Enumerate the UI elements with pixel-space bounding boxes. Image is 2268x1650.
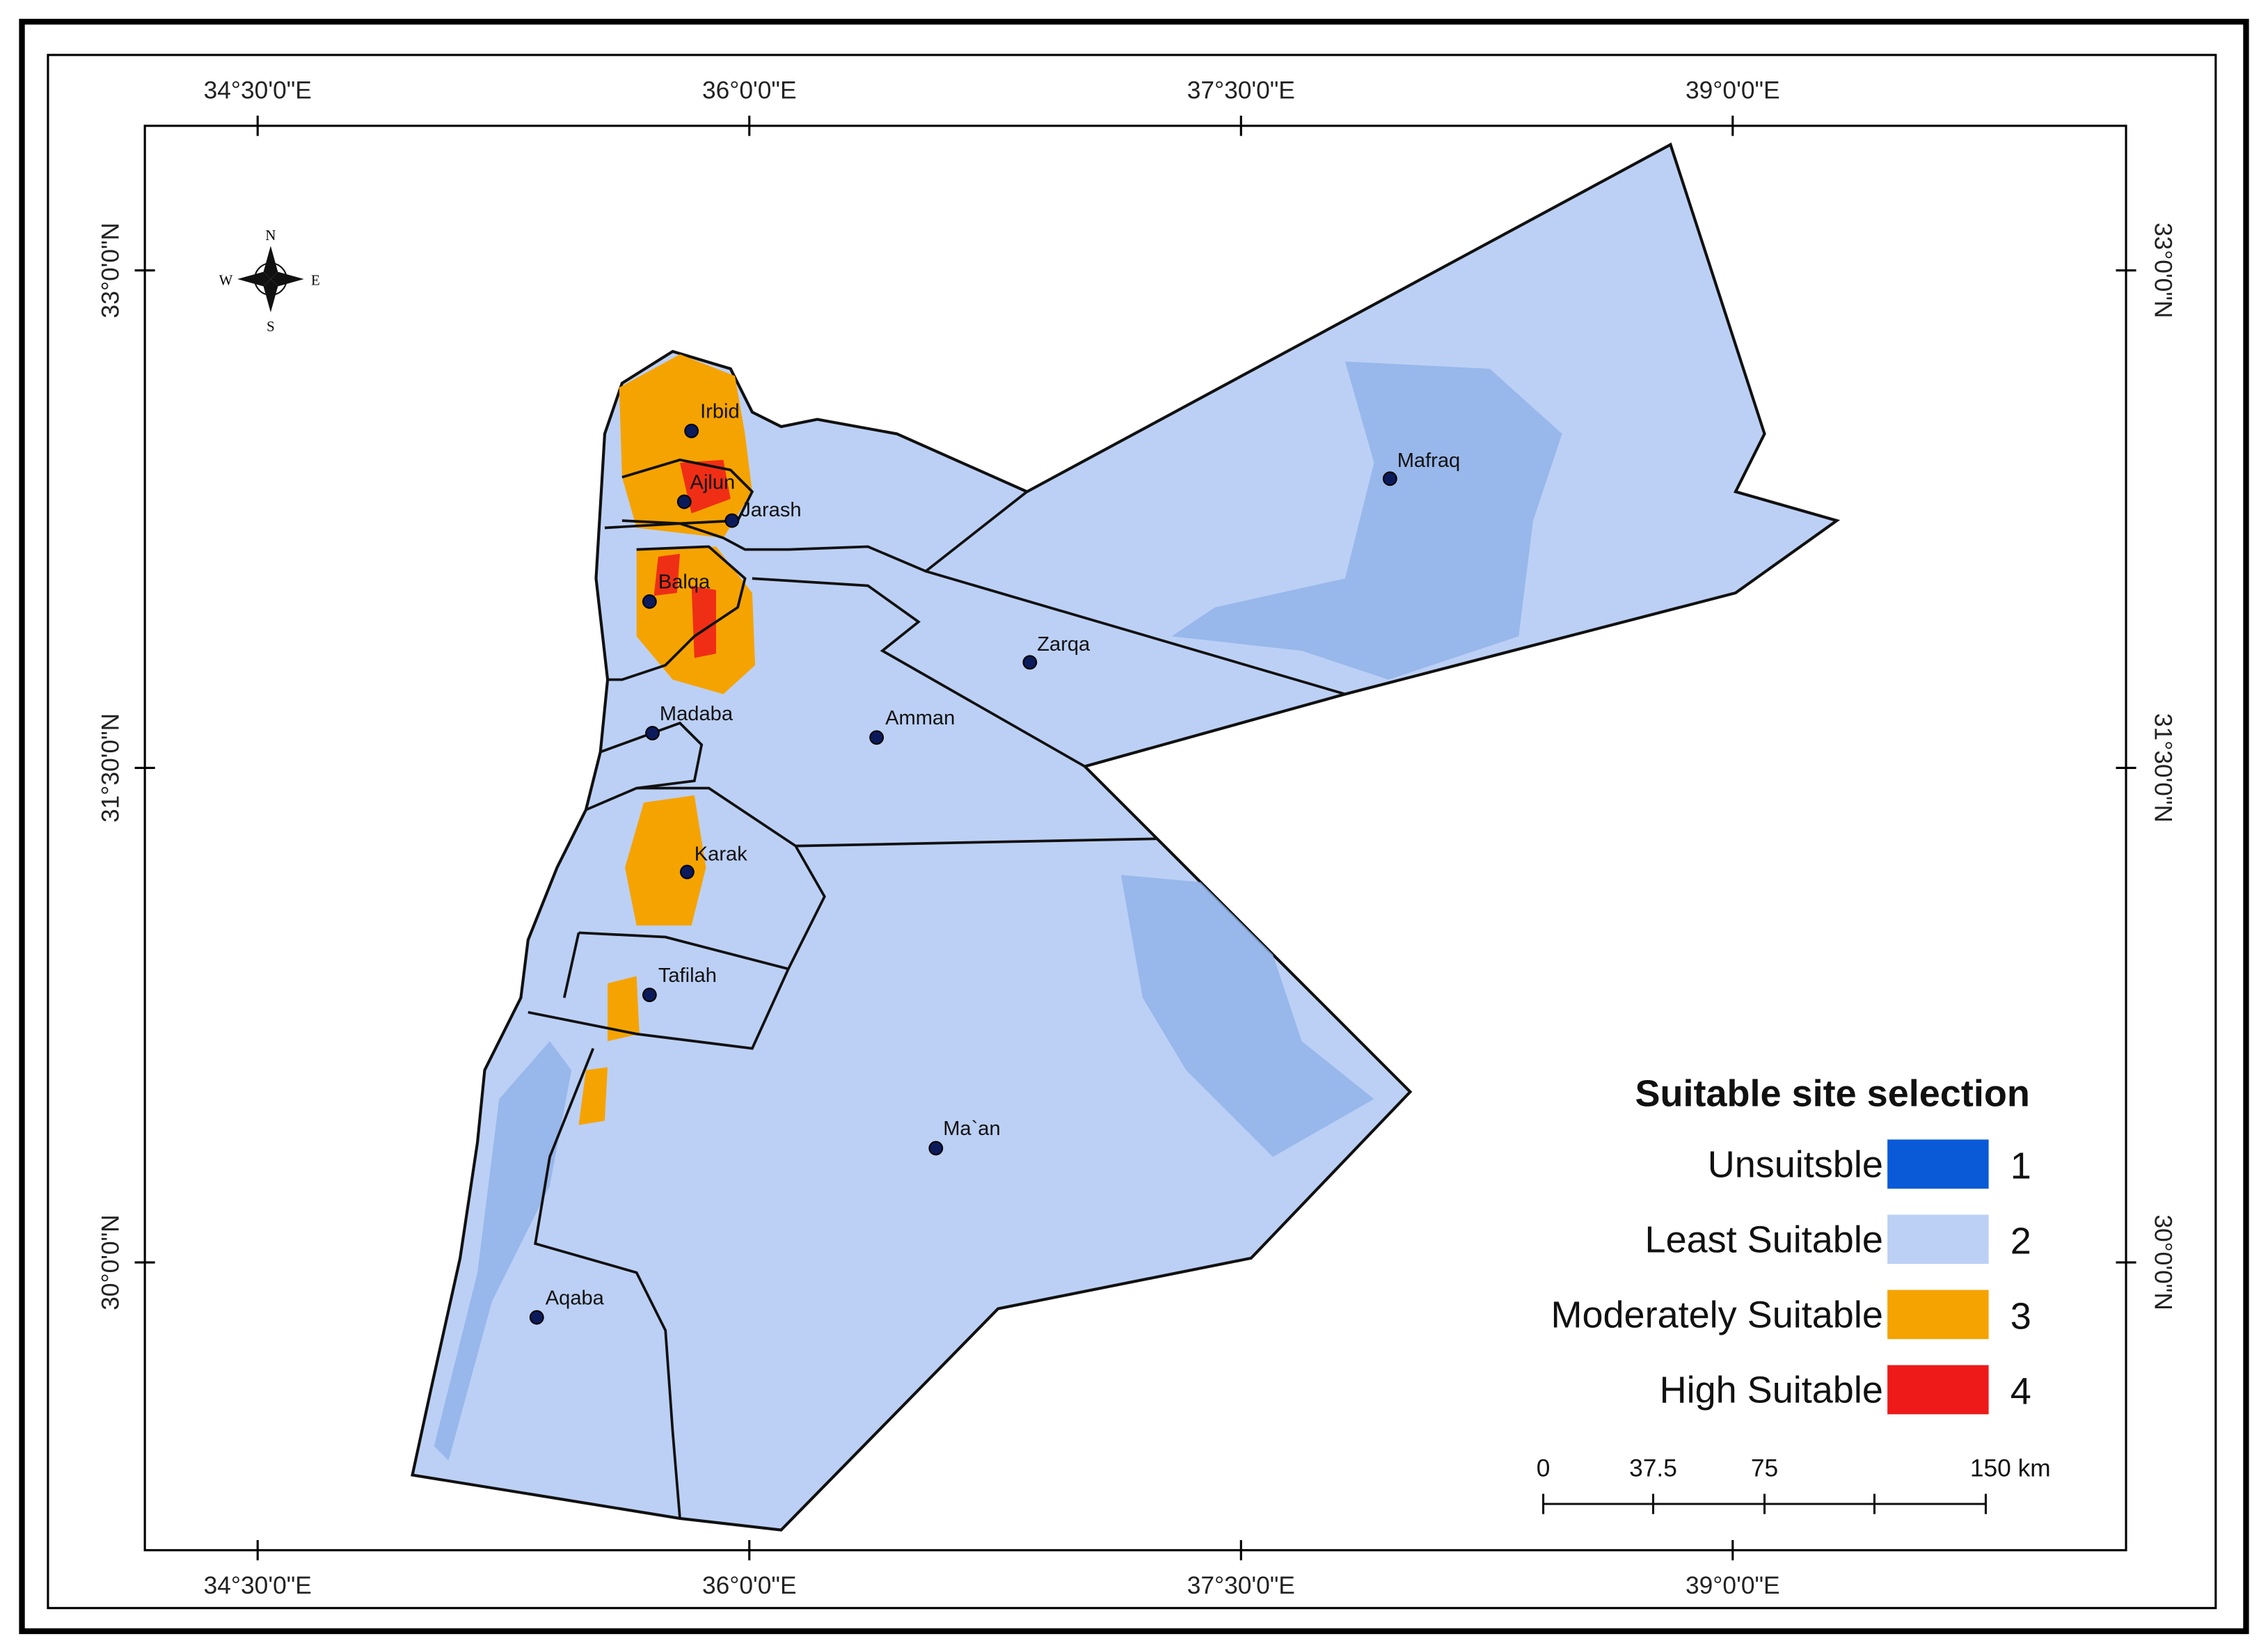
lon-label: 37°30'0"E xyxy=(1187,77,1295,104)
city-label: Madaba xyxy=(660,703,733,725)
scale-label: 150 km xyxy=(1970,1455,2051,1482)
legend-label: High Suitable xyxy=(1660,1370,1883,1411)
legend: Suitable site selection Unsuitsble 1 Least… xyxy=(1551,1073,2031,1415)
lon-label: 36°0'0"E xyxy=(702,1572,797,1599)
boundaries xyxy=(528,458,1346,1519)
lat-label: 33°0'0"N xyxy=(97,223,125,318)
lat-label: 31°30'0"N xyxy=(97,713,125,823)
compass-label: S xyxy=(267,319,275,335)
lat-label: 33°0'0"N xyxy=(2150,223,2177,318)
city-label: Irbid xyxy=(700,401,740,423)
city-label: Zarqa xyxy=(1037,633,1091,656)
legend-class: 2 xyxy=(2011,1221,2031,1262)
scale-label: 0 xyxy=(1537,1455,1551,1482)
high-areas xyxy=(653,459,731,658)
legend-swatch xyxy=(1887,1214,1989,1264)
city-label: Tafilah xyxy=(658,965,717,987)
lat-label: 30°0'0"N xyxy=(97,1214,125,1310)
lat-label: 31°30'0"N xyxy=(2150,713,2177,823)
graticule-ticks xyxy=(134,116,2136,1561)
lon-label: 37°30'0"E xyxy=(1187,1572,1295,1599)
lat-label: 30°0'0"N xyxy=(2150,1214,2177,1310)
city-label: Ma`an xyxy=(943,1118,1000,1140)
scale-label: 37.5 xyxy=(1629,1455,1677,1482)
compass: N S E W xyxy=(219,228,320,335)
cities: Irbid Ajlun Jarash Balqa Mafraq Zarqa Ma… xyxy=(529,401,1461,1325)
legend-label: Moderately Suitable xyxy=(1551,1294,1882,1336)
city-label: Jarash xyxy=(740,499,801,521)
legend-class: 3 xyxy=(2011,1296,2031,1338)
city-label: Balqa xyxy=(658,571,711,594)
lon-label: 36°0'0"E xyxy=(702,77,797,104)
city-label: Amman xyxy=(885,707,955,729)
city-label: Karak xyxy=(695,843,747,865)
scale-label: 75 xyxy=(1751,1455,1778,1482)
lon-label: 34°30'0"E xyxy=(204,1572,312,1599)
unsuitable-zones xyxy=(434,361,1562,1461)
outer-frame xyxy=(19,19,2249,1635)
inner-frame xyxy=(47,54,2217,1610)
legend-swatch xyxy=(1887,1365,1989,1415)
compass-label: N xyxy=(265,228,276,244)
city-label: Aqaba xyxy=(546,1287,605,1309)
legend-label: Unsuitsble xyxy=(1708,1143,1883,1185)
legend-swatch xyxy=(1887,1290,1989,1340)
city-label: Ajlun xyxy=(690,471,736,493)
scale-bar xyxy=(1542,1493,1988,1514)
legend-title: Suitable site selection xyxy=(1635,1073,2029,1115)
legend-class: 4 xyxy=(2011,1371,2031,1413)
lon-label: 34°30'0"E xyxy=(204,77,312,104)
legend-class: 1 xyxy=(2011,1145,2031,1187)
legend-label: Least Suitable xyxy=(1645,1219,1883,1261)
compass-label: W xyxy=(219,272,233,288)
compass-label: E xyxy=(311,272,320,288)
lon-label: 39°0'0"E xyxy=(1686,1572,1780,1599)
city-label: Mafraq xyxy=(1397,450,1461,472)
lon-label: 39°0'0"E xyxy=(1686,77,1780,104)
legend-swatch xyxy=(1887,1139,1989,1189)
